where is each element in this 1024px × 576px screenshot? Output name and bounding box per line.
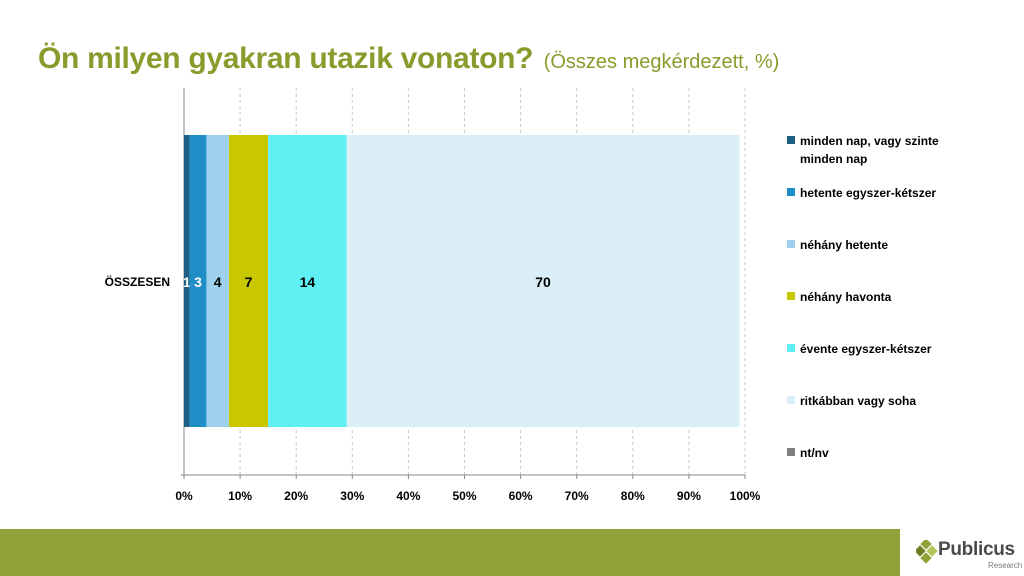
x-tick-label: 100% <box>730 489 761 503</box>
bar-segment <box>189 135 207 427</box>
x-tick-label: 10% <box>228 489 252 503</box>
x-tick-label: 40% <box>396 489 420 503</box>
legend-swatch <box>787 292 795 300</box>
x-tick-label: 0% <box>175 489 193 503</box>
bar-segment <box>346 135 740 427</box>
legend-swatch <box>787 240 795 248</box>
legend-swatch <box>787 344 795 352</box>
bar-segment <box>228 135 269 427</box>
legend-swatch <box>787 448 795 456</box>
logo-sub: Research <box>988 561 1023 570</box>
data-label: 70 <box>535 274 551 290</box>
legend-label: évente egyszer-kétszer <box>800 342 932 356</box>
x-tick-label: 50% <box>452 489 476 503</box>
x-tick-label: 20% <box>284 489 308 503</box>
legend-label: néhány hetente <box>800 238 888 252</box>
legend-swatch <box>787 136 795 144</box>
publicus-logo-icon <box>916 540 938 564</box>
data-label: 14 <box>300 274 316 290</box>
chart-title: Ön milyen gyakran utazik vonaton? (Össze… <box>38 42 779 76</box>
data-label: 1 <box>183 274 191 290</box>
x-tick-label: 80% <box>621 489 645 503</box>
legend-label: hetente egyszer-kétszer <box>800 186 936 200</box>
data-label: 4 <box>214 274 222 290</box>
data-label: 3 <box>194 274 202 290</box>
legend-label: minden nap, vagy szinte minden nap <box>800 134 939 166</box>
x-tick-label: 90% <box>677 489 701 503</box>
category-label: ÖSSZESEN <box>105 274 170 289</box>
footer-bar <box>0 529 900 576</box>
publicus-logo: Publicus Research <box>916 534 1024 574</box>
bar-segment <box>206 135 229 427</box>
x-tick-label: 30% <box>340 489 364 503</box>
bar-segment <box>184 135 190 427</box>
legend-swatch <box>787 188 795 196</box>
chart-title-main: Ön milyen gyakran utazik vonaton? <box>38 42 534 75</box>
data-label: 7 <box>245 274 253 290</box>
stacked-bar-chart: 0% 10% 20% 30% 40% 50% 60% 70% 80% 90% 100% ÖSSZESE… <box>105 88 939 503</box>
bar-segment <box>268 135 347 427</box>
legend-swatch <box>787 396 795 404</box>
x-tick-label: 60% <box>509 489 533 503</box>
legend-label: nt/nv <box>800 446 829 460</box>
logo-name: Publicus <box>938 539 1015 560</box>
legend-label: néhány havonta <box>800 290 892 304</box>
x-tick-label: 70% <box>565 489 589 503</box>
chart-title-sub: (Összes megkérdezett, %) <box>543 51 780 73</box>
legend-label: ritkábban vagy soha <box>800 394 916 408</box>
